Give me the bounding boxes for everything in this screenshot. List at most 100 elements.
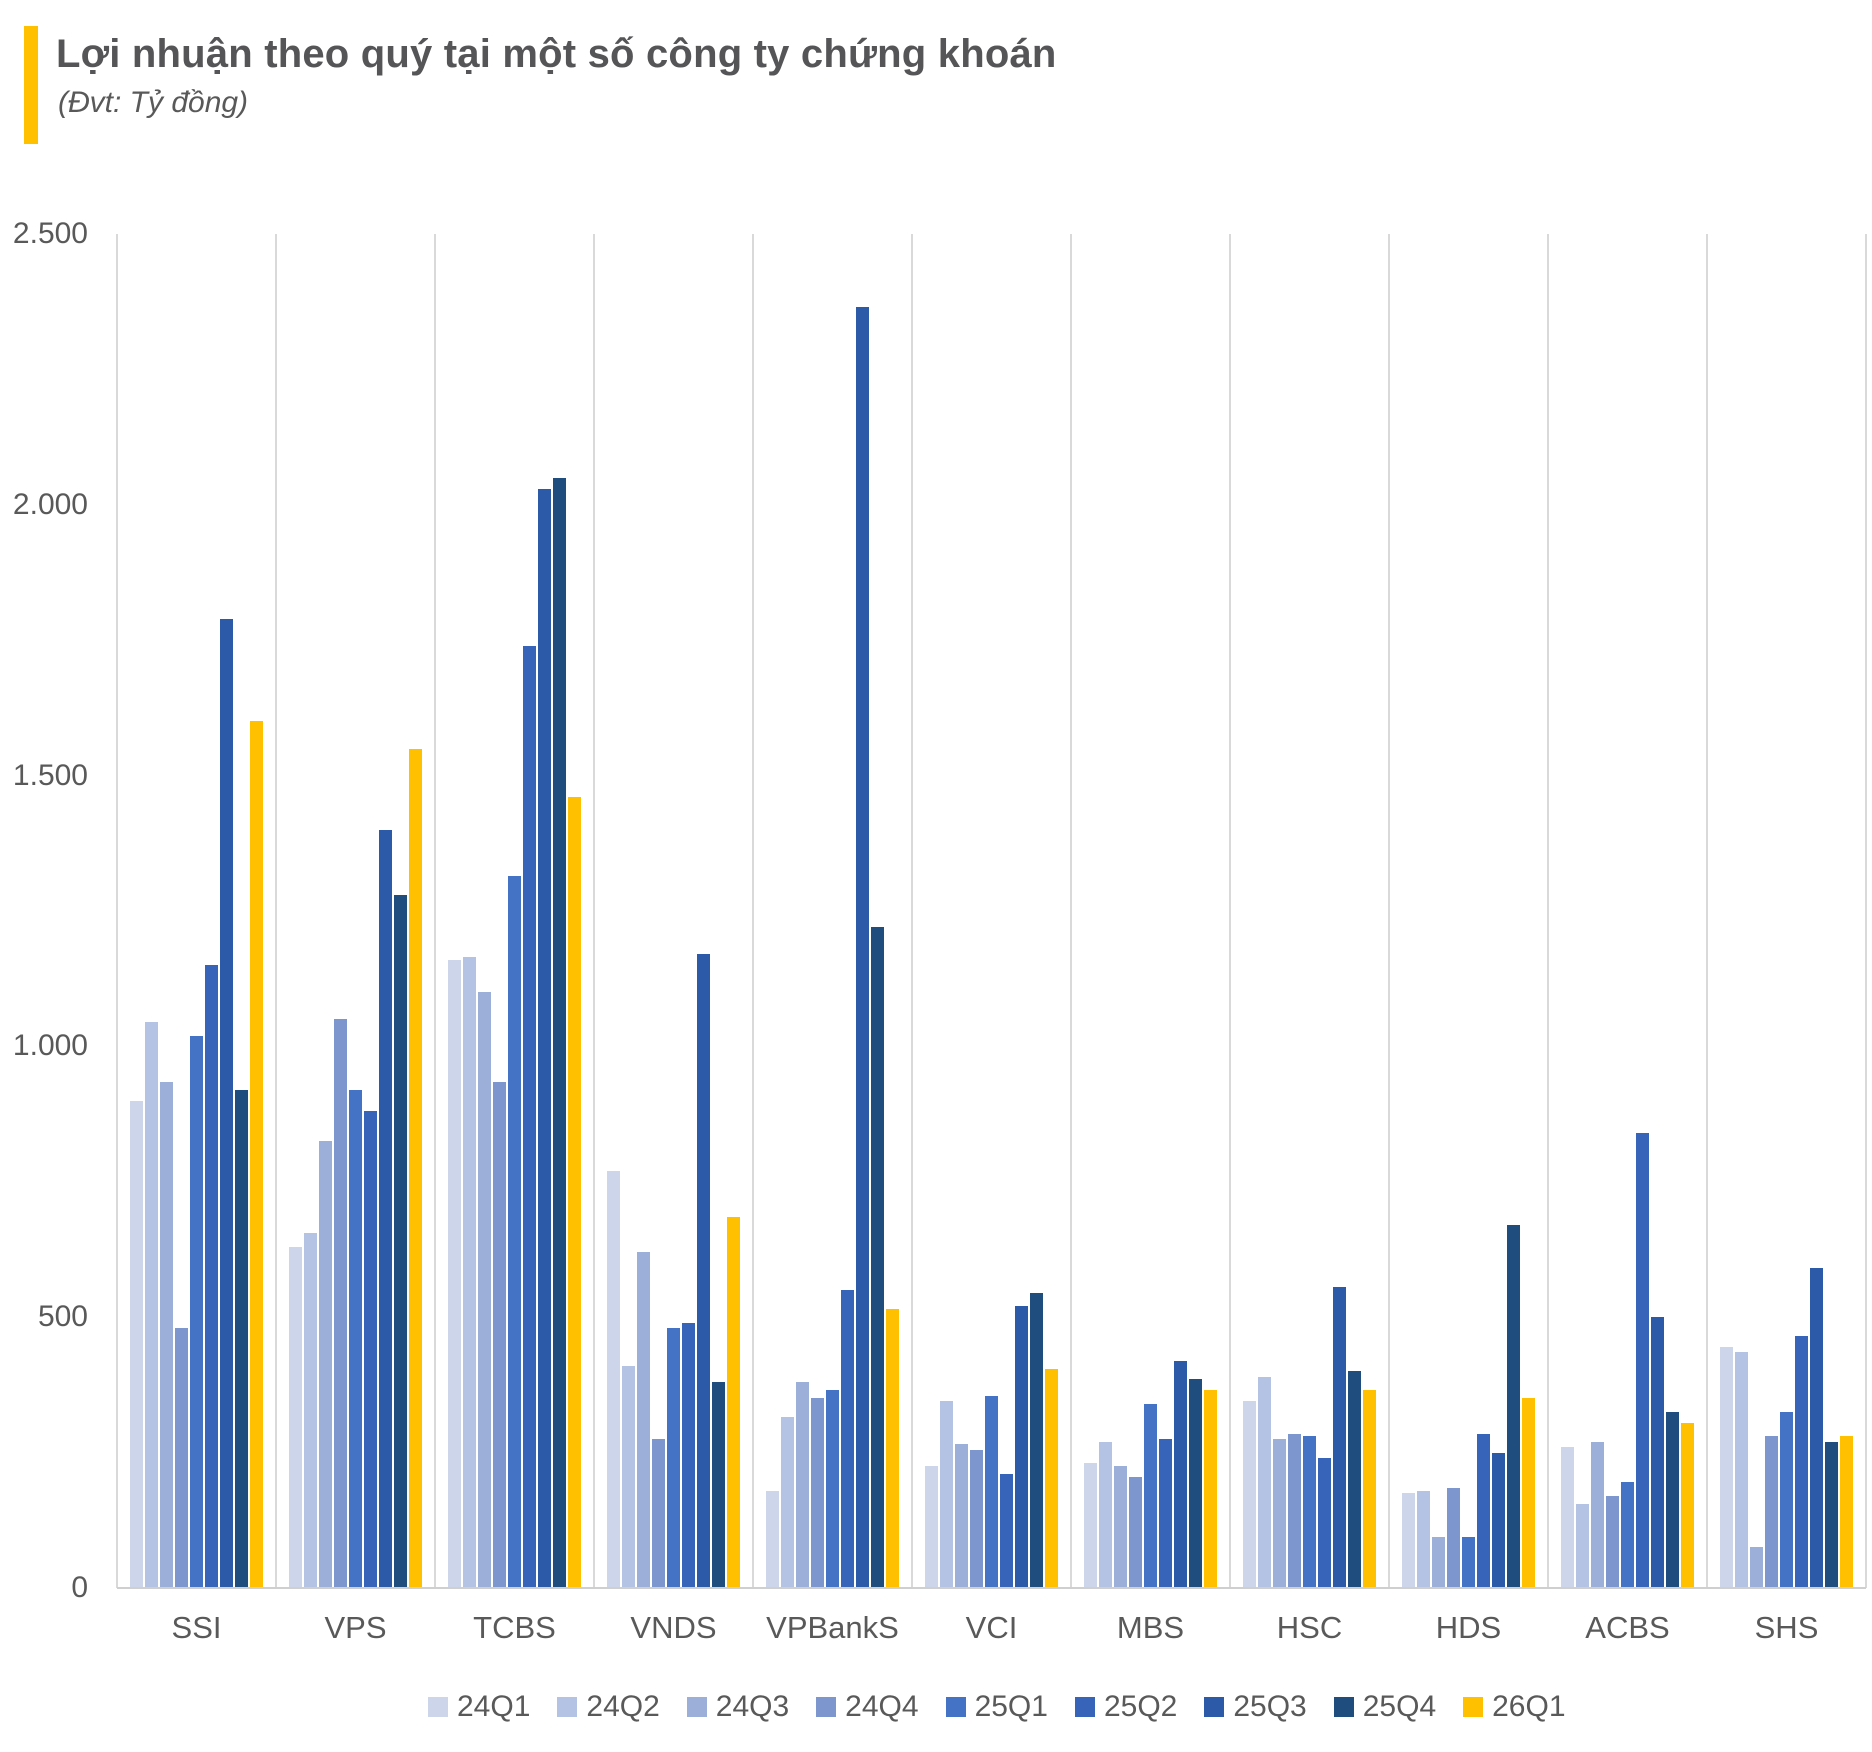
bar-VPBankS-24Q3	[796, 1382, 809, 1588]
bar-group-SHS	[1707, 234, 1866, 1588]
bar-VPBankS-25Q3	[856, 307, 869, 1588]
gridline-vertical-9	[1547, 234, 1549, 1588]
legend-item-24Q4: 24Q4	[816, 1690, 919, 1724]
bar-VNDS-25Q4	[712, 1382, 725, 1588]
bar-ACBS-25Q3	[1651, 1317, 1664, 1588]
gridline-vertical-5	[911, 234, 913, 1588]
bar-TCBS-24Q1	[448, 959, 461, 1588]
legend-swatch-24Q2	[557, 1697, 578, 1717]
bar-ACBS-26Q1	[1681, 1422, 1694, 1588]
y-tick-1.000: 1.000	[12, 1029, 88, 1063]
bar-VCI-24Q2	[940, 1401, 953, 1588]
bar-VCI-24Q1	[925, 1466, 938, 1588]
x-label-VNDS: VNDS	[630, 1610, 717, 1645]
bar-MBS-25Q4	[1189, 1379, 1202, 1588]
bar-group-ACBS	[1548, 234, 1707, 1588]
bar-VNDS-25Q3	[697, 954, 710, 1588]
bar-VPS-24Q3	[319, 1141, 332, 1588]
bar-MBS-24Q2	[1099, 1441, 1112, 1588]
gridline-vertical-11	[1865, 234, 1867, 1588]
bar-HSC-26Q1	[1363, 1390, 1376, 1588]
bar-VNDS-24Q3	[637, 1252, 650, 1588]
gridline-vertical-7	[1229, 234, 1231, 1588]
bar-HDS-24Q2	[1417, 1490, 1430, 1588]
gridline-vertical-3	[593, 234, 595, 1588]
bar-VCI-25Q4	[1030, 1292, 1043, 1588]
x-label-MBS: MBS	[1116, 1610, 1185, 1645]
bar-HSC-24Q4	[1288, 1433, 1301, 1588]
bar-MBS-24Q3	[1114, 1466, 1127, 1588]
bar-MBS-25Q3	[1174, 1360, 1187, 1588]
x-label-SSI: SSI	[171, 1610, 222, 1645]
bar-VNDS-24Q1	[607, 1170, 620, 1588]
bar-TCBS-25Q3	[538, 488, 551, 1588]
bar-SHS-24Q3	[1750, 1547, 1763, 1588]
legend-swatch-25Q3	[1204, 1697, 1225, 1717]
chart-unit-subtitle: (Đvt: Tỷ đồng)	[58, 86, 249, 119]
legend-item-24Q1: 24Q1	[428, 1690, 530, 1724]
bar-VNDS-24Q4	[652, 1439, 665, 1588]
bar-SHS-25Q2	[1795, 1336, 1808, 1588]
legend: 24Q1 24Q2 24Q3 24Q4 25Q1 25Q2 25Q3 25Q4 26Q1	[428, 1690, 1566, 1724]
legend-label-25Q2: 25Q2	[1103, 1690, 1178, 1723]
x-label-VCI: VCI	[965, 1610, 1018, 1645]
bar-VPS-24Q1	[289, 1246, 302, 1588]
gridline-vertical-4	[752, 234, 754, 1588]
bar-MBS-24Q1	[1084, 1463, 1097, 1588]
legend-item-25Q4: 25Q4	[1333, 1690, 1436, 1724]
bar-TCBS-25Q4	[553, 477, 566, 1588]
y-tick-500: 500	[37, 1300, 88, 1334]
x-axis-line	[117, 1587, 1866, 1589]
x-label-HDS: HDS	[1435, 1610, 1502, 1645]
bar-HSC-25Q2	[1318, 1458, 1331, 1588]
bar-VPS-24Q4	[334, 1019, 347, 1588]
legend-swatch-26Q1	[1463, 1697, 1484, 1717]
legend-swatch-24Q4	[816, 1697, 837, 1717]
bar-SHS-24Q4	[1765, 1436, 1778, 1588]
y-tick-0: 0	[71, 1571, 88, 1604]
bar-SSI-25Q4	[235, 1089, 248, 1588]
bar-HDS-24Q4	[1447, 1487, 1460, 1588]
bar-VPS-25Q3	[379, 829, 392, 1588]
title-accent-bar	[24, 26, 38, 144]
legend-item-24Q2: 24Q2	[557, 1690, 660, 1724]
legend-label-24Q3: 24Q3	[715, 1690, 790, 1723]
legend-label-24Q4: 24Q4	[845, 1690, 919, 1723]
bar-SSI-26Q1	[250, 721, 263, 1588]
bar-VNDS-25Q2	[682, 1322, 695, 1588]
bar-ACBS-24Q4	[1606, 1495, 1619, 1588]
bar-VCI-25Q1	[985, 1395, 998, 1588]
bar-group-HDS	[1389, 234, 1548, 1588]
bar-group-VPS	[276, 234, 435, 1588]
bar-group-TCBS	[435, 234, 594, 1588]
bar-TCBS-25Q1	[508, 875, 521, 1588]
bar-SHS-24Q2	[1735, 1352, 1748, 1588]
y-tick-2.000: 2.000	[12, 487, 88, 521]
bar-HSC-25Q3	[1333, 1287, 1346, 1588]
legend-label-26Q1: 26Q1	[1492, 1690, 1566, 1723]
x-label-VPS: VPS	[324, 1610, 387, 1645]
bar-VNDS-25Q1	[667, 1328, 680, 1588]
bar-SHS-25Q3	[1810, 1268, 1823, 1588]
bar-HDS-25Q4	[1507, 1225, 1520, 1588]
bar-VCI-24Q3	[955, 1444, 968, 1588]
bar-HDS-25Q2	[1477, 1433, 1490, 1588]
bar-HSC-25Q1	[1303, 1436, 1316, 1588]
bar-MBS-25Q2	[1159, 1439, 1172, 1588]
y-tick-1.500: 1.500	[12, 758, 88, 792]
bar-VPBankS-25Q4	[871, 927, 884, 1588]
gridline-vertical-10	[1706, 234, 1708, 1588]
bar-VPBankS-24Q4	[811, 1398, 824, 1588]
legend-swatch-25Q1	[945, 1697, 966, 1717]
legend-item-25Q3: 25Q3	[1204, 1690, 1307, 1724]
bar-VPS-26Q1	[409, 748, 422, 1588]
bar-MBS-24Q4	[1129, 1476, 1142, 1588]
legend-item-26Q1: 26Q1	[1463, 1690, 1566, 1724]
legend-swatch-25Q2	[1074, 1697, 1095, 1717]
bar-VPS-25Q4	[394, 894, 407, 1588]
bar-VPS-24Q2	[304, 1233, 317, 1588]
legend-item-25Q1: 25Q1	[945, 1690, 1048, 1724]
bar-ACBS-25Q2	[1636, 1133, 1649, 1588]
gridline-vertical-6	[1070, 234, 1072, 1588]
bar-HDS-24Q3	[1432, 1536, 1445, 1588]
